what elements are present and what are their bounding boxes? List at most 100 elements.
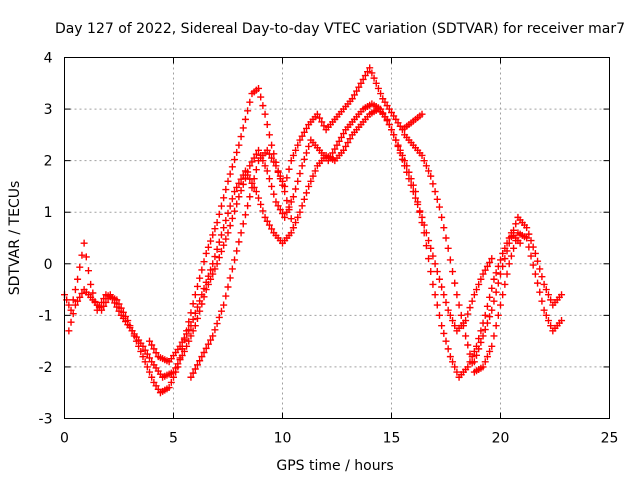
data-point [425, 237, 433, 245]
data-point [139, 342, 147, 350]
data-point [220, 224, 228, 232]
data-point [298, 162, 306, 170]
data-point [488, 342, 496, 350]
data-point [222, 216, 230, 224]
data-point [252, 150, 260, 158]
data-point [222, 235, 230, 243]
data-point [333, 141, 341, 149]
data-point [466, 350, 474, 358]
series-6 [470, 213, 566, 366]
data-point [252, 188, 260, 196]
data-point [544, 317, 552, 325]
data-point [374, 84, 382, 92]
data-point [246, 98, 254, 106]
series-3 [146, 105, 496, 366]
data-point [416, 207, 424, 215]
data-point [185, 337, 193, 345]
data-point [486, 347, 494, 355]
data-point [540, 306, 548, 314]
data-point [283, 174, 291, 182]
data-point [459, 322, 467, 330]
data-point [479, 270, 487, 278]
data-point [174, 360, 182, 368]
data-point [152, 349, 160, 357]
data-point [442, 234, 450, 242]
data-point [294, 213, 302, 221]
data-point [370, 74, 378, 82]
data-point [377, 90, 385, 98]
data-point [433, 195, 441, 203]
data-point [261, 110, 269, 118]
data-point [193, 314, 201, 322]
data-point [250, 175, 258, 183]
data-point [438, 283, 446, 291]
data-point [497, 256, 504, 264]
data-point [193, 303, 201, 311]
data-point [364, 68, 372, 76]
data-point [228, 195, 236, 203]
data-point [200, 285, 208, 293]
data-point [453, 291, 461, 299]
data-point [340, 130, 348, 138]
data-point [143, 363, 151, 371]
x-tick-labels: 0 5 10 15 20 25 [60, 431, 618, 447]
y-tick-label: 0 [44, 257, 53, 273]
data-point [525, 230, 533, 238]
x-axis-label: GPS time / hours [276, 458, 393, 474]
data-point [492, 269, 500, 277]
data-point [431, 188, 439, 196]
y-tick-label: 3 [44, 102, 53, 118]
data-point [492, 322, 500, 330]
data-point [394, 142, 402, 150]
data-point [449, 317, 457, 325]
data-point [196, 357, 204, 365]
data-point [302, 124, 310, 132]
data-point [488, 284, 496, 292]
data-point [388, 126, 395, 134]
data-point [503, 270, 511, 278]
data-point [510, 226, 518, 234]
data-point [429, 280, 437, 288]
data-point [296, 208, 304, 216]
data-point [481, 266, 489, 274]
data-point [473, 286, 481, 294]
data-point [187, 332, 195, 340]
data-point [296, 136, 304, 144]
data-point [84, 267, 92, 275]
data-point [486, 293, 494, 301]
data-point [418, 213, 426, 221]
data-point [292, 146, 300, 154]
data-point [425, 255, 433, 263]
data-point [71, 301, 79, 309]
data-point [451, 363, 459, 371]
data-point [263, 146, 271, 154]
data-point [331, 145, 339, 153]
data-point [558, 291, 566, 299]
data-point [252, 166, 260, 174]
data-point [189, 327, 197, 335]
data-point [237, 187, 245, 195]
data-point [270, 158, 278, 166]
data-point [435, 275, 443, 283]
data-point [523, 234, 531, 242]
data-point [268, 182, 276, 190]
data-point [80, 239, 88, 247]
data-point [438, 213, 446, 221]
data-point [451, 322, 459, 330]
data-point [196, 307, 204, 315]
data-point [204, 340, 212, 348]
data-point [180, 347, 188, 355]
data-point [344, 139, 352, 147]
data-point [540, 280, 548, 288]
data-point [499, 291, 507, 299]
data-point [220, 301, 228, 309]
data-point [488, 255, 496, 263]
data-point [213, 245, 221, 253]
data-point [100, 302, 108, 310]
data-point [542, 311, 550, 319]
data-point [185, 326, 193, 334]
data-point [276, 206, 284, 214]
data-point [534, 279, 542, 287]
data-point [265, 150, 273, 158]
data-point [261, 162, 269, 170]
